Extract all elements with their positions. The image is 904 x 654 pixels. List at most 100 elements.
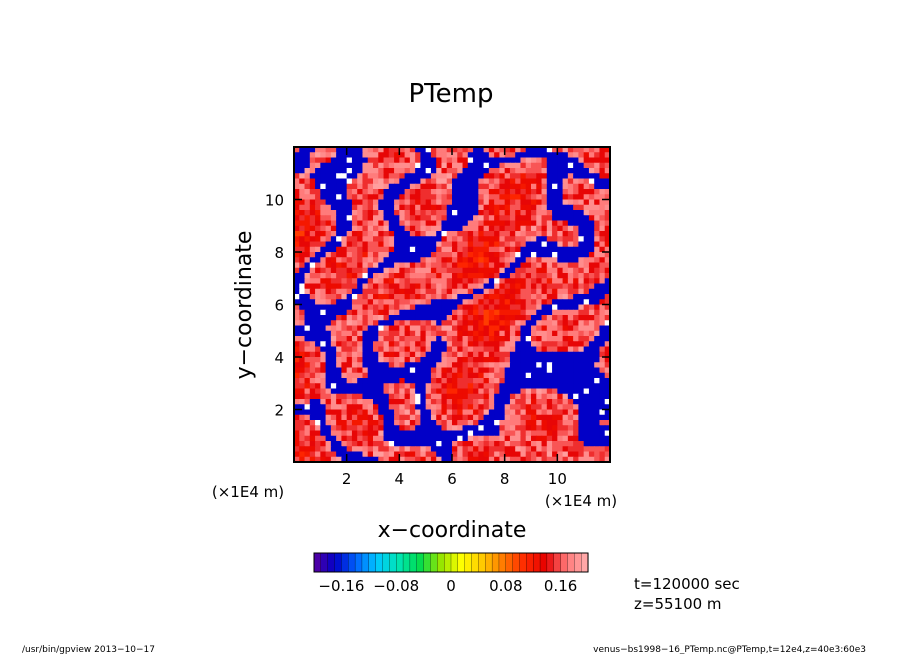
- heatmap-cell: [378, 252, 385, 258]
- heatmap-cell: [362, 294, 369, 300]
- heatmap-cell: [573, 225, 579, 232]
- heatmap-cell: [567, 204, 574, 211]
- heatmap-cell: [478, 362, 485, 369]
- heatmap-cell: [525, 231, 532, 237]
- heatmap-cell: [446, 357, 453, 363]
- heatmap-cell: [488, 351, 495, 358]
- heatmap-cell: [325, 199, 332, 206]
- heatmap-cell: [457, 420, 464, 426]
- heatmap-cell: [509, 362, 516, 369]
- heatmap-cell: [294, 173, 300, 180]
- heatmap-cell: [420, 304, 427, 311]
- heatmap-cell: [578, 183, 585, 190]
- heatmap-cell: [594, 346, 601, 353]
- heatmap-cell: [573, 178, 579, 185]
- heatmap-cell: [430, 178, 437, 185]
- heatmap-cell: [594, 204, 601, 211]
- heatmap-cell: [473, 309, 479, 316]
- heatmap-cell: [509, 346, 516, 353]
- heatmap-cell: [388, 199, 395, 206]
- heatmap-cell: [588, 262, 595, 269]
- heatmap-cell: [473, 299, 479, 306]
- heatmap-cell: [346, 241, 353, 248]
- heatmap-cell: [494, 362, 500, 369]
- heatmap-cell: [504, 399, 511, 405]
- heatmap-cell: [604, 225, 611, 232]
- heatmap-cell: [388, 315, 395, 321]
- heatmap-cell: [415, 357, 421, 363]
- heatmap-cell: [494, 446, 500, 453]
- heatmap-cell: [604, 320, 611, 327]
- heatmap-cell: [520, 315, 527, 321]
- heatmap-cell: [436, 178, 443, 185]
- heatmap-cell: [294, 199, 300, 206]
- heatmap-cell: [578, 378, 585, 384]
- heatmap-cell: [299, 404, 306, 411]
- heatmap-cell: [388, 388, 395, 395]
- heatmap-cell: [299, 278, 306, 285]
- heatmap-cell: [299, 388, 306, 395]
- heatmap-cell: [399, 204, 406, 211]
- heatmap-cell: [330, 456, 337, 463]
- heatmap-cell: [604, 309, 611, 316]
- heatmap-cell: [299, 299, 306, 306]
- heatmap-cell: [552, 435, 558, 442]
- heatmap-cell: [494, 393, 500, 400]
- heatmap-cell: [320, 168, 327, 174]
- heatmap-cell: [599, 225, 606, 232]
- heatmap-cell: [415, 278, 421, 285]
- heatmap-cell: [357, 194, 364, 201]
- heatmap-cell: [546, 315, 553, 321]
- heatmap-cell: [320, 425, 327, 432]
- heatmap-cell: [567, 267, 574, 274]
- heatmap-cell: [436, 241, 443, 248]
- heatmap-cell: [494, 456, 500, 463]
- colorbar-cell: [334, 552, 342, 573]
- heatmap-cell: [330, 231, 337, 237]
- heatmap-cell: [599, 451, 606, 458]
- heatmap-cell: [315, 220, 321, 227]
- heatmap-cell: [404, 246, 411, 253]
- heatmap-cell: [320, 199, 327, 206]
- heatmap-cell: [509, 336, 516, 342]
- heatmap-cell: [541, 441, 548, 447]
- heatmap-cell: [541, 320, 548, 327]
- heatmap-cell: [362, 225, 369, 232]
- heatmap-cell: [446, 157, 453, 164]
- heatmap-cell: [394, 315, 400, 321]
- heatmap-cell: [588, 435, 595, 442]
- heatmap-cell: [541, 425, 548, 432]
- heatmap-cell: [425, 378, 432, 384]
- heatmap-cell: [462, 309, 469, 316]
- heatmap-cell: [304, 372, 311, 379]
- heatmap-cell: [351, 325, 358, 332]
- heatmap-cell: [399, 241, 406, 248]
- heatmap-cell: [552, 294, 558, 300]
- heatmap-cell: [552, 246, 558, 253]
- heatmap-cell: [430, 252, 437, 258]
- heatmap-cell: [536, 362, 543, 369]
- heatmap-cell: [562, 435, 569, 442]
- heatmap-cell: [420, 383, 427, 390]
- heatmap-cell: [552, 451, 558, 458]
- heatmap-cell: [304, 351, 311, 358]
- heatmap-cell: [599, 288, 606, 295]
- heatmap-cell: [578, 215, 585, 222]
- heatmap-cell: [567, 246, 574, 253]
- heatmap-cell: [578, 357, 585, 363]
- heatmap-cell: [536, 252, 543, 258]
- heatmap-cell: [304, 425, 311, 432]
- heatmap-cell: [604, 236, 611, 243]
- heatmap-cell: [457, 231, 464, 237]
- heatmap-cell: [488, 330, 495, 337]
- heatmap-cell: [330, 178, 337, 185]
- heatmap-cell: [467, 231, 474, 237]
- heatmap-cell: [509, 210, 516, 216]
- heatmap-cell: [367, 420, 374, 426]
- heatmap-cell: [520, 147, 527, 153]
- heatmap-cell: [604, 425, 611, 432]
- colorbar-cell: [313, 552, 322, 573]
- heatmap-cell: [604, 294, 611, 300]
- heatmap-cell: [404, 215, 411, 222]
- heatmap-cell: [309, 157, 316, 164]
